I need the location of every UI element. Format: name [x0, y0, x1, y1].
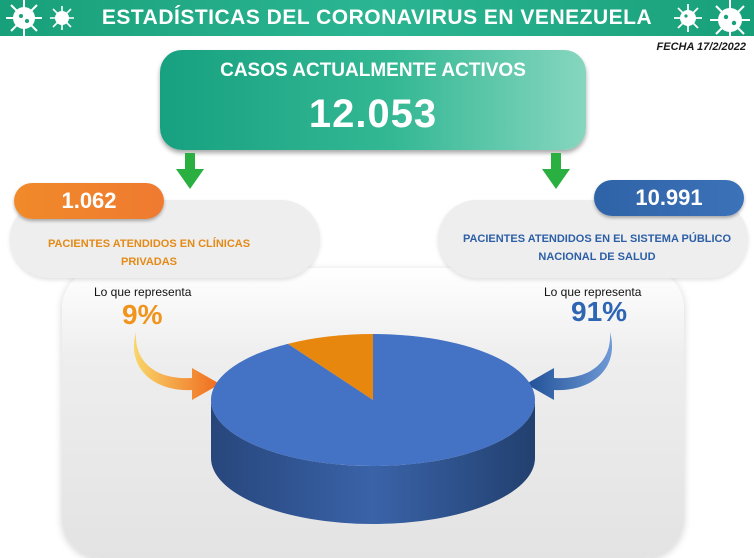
- pie-slice-public: [210, 334, 535, 466]
- virus-icon: [6, 0, 42, 36]
- private-percent: 9%: [122, 299, 163, 330]
- public-description: PACIENTES ATENDIDOS EN EL SISTEMA PÚBLIC…: [462, 233, 732, 263]
- arrow-down-icon: [542, 153, 570, 189]
- public-represents-label: Lo que representa: [544, 285, 642, 299]
- page-title: ESTADÍSTICAS DEL CORONAVIRUS EN VENEZUEL…: [101, 6, 653, 29]
- active-cases-value: 12.053: [308, 92, 438, 136]
- virus-icon: [674, 4, 702, 32]
- private-count-badge: 1.062: [14, 183, 164, 219]
- pie-slice-private: [287, 334, 373, 400]
- date-label: FECHA 17/2/2022: [656, 41, 746, 53]
- curved-arrow-icon: [133, 332, 220, 400]
- pie-side: [211, 400, 535, 524]
- private-description: PACIENTES ATENDIDOS EN CLÍNICAS PRIVADAS: [47, 238, 251, 268]
- active-cases-card: CASOS ACTUALMENTE ACTIVOS 12.053: [160, 50, 586, 150]
- private-represents-label: Lo que representa: [94, 285, 192, 299]
- pie-chart: [210, 334, 535, 524]
- curved-arrow-icon: [526, 332, 613, 400]
- active-cases-label: CASOS ACTUALMENTE ACTIVOS: [220, 60, 526, 81]
- public-percent: 91%: [571, 296, 628, 327]
- virus-icon: [710, 0, 750, 40]
- arrow-down-icon: [176, 153, 204, 189]
- public-count-badge: 10.991: [594, 180, 744, 216]
- virus-icon: [50, 6, 74, 30]
- header-banner: [0, 0, 754, 36]
